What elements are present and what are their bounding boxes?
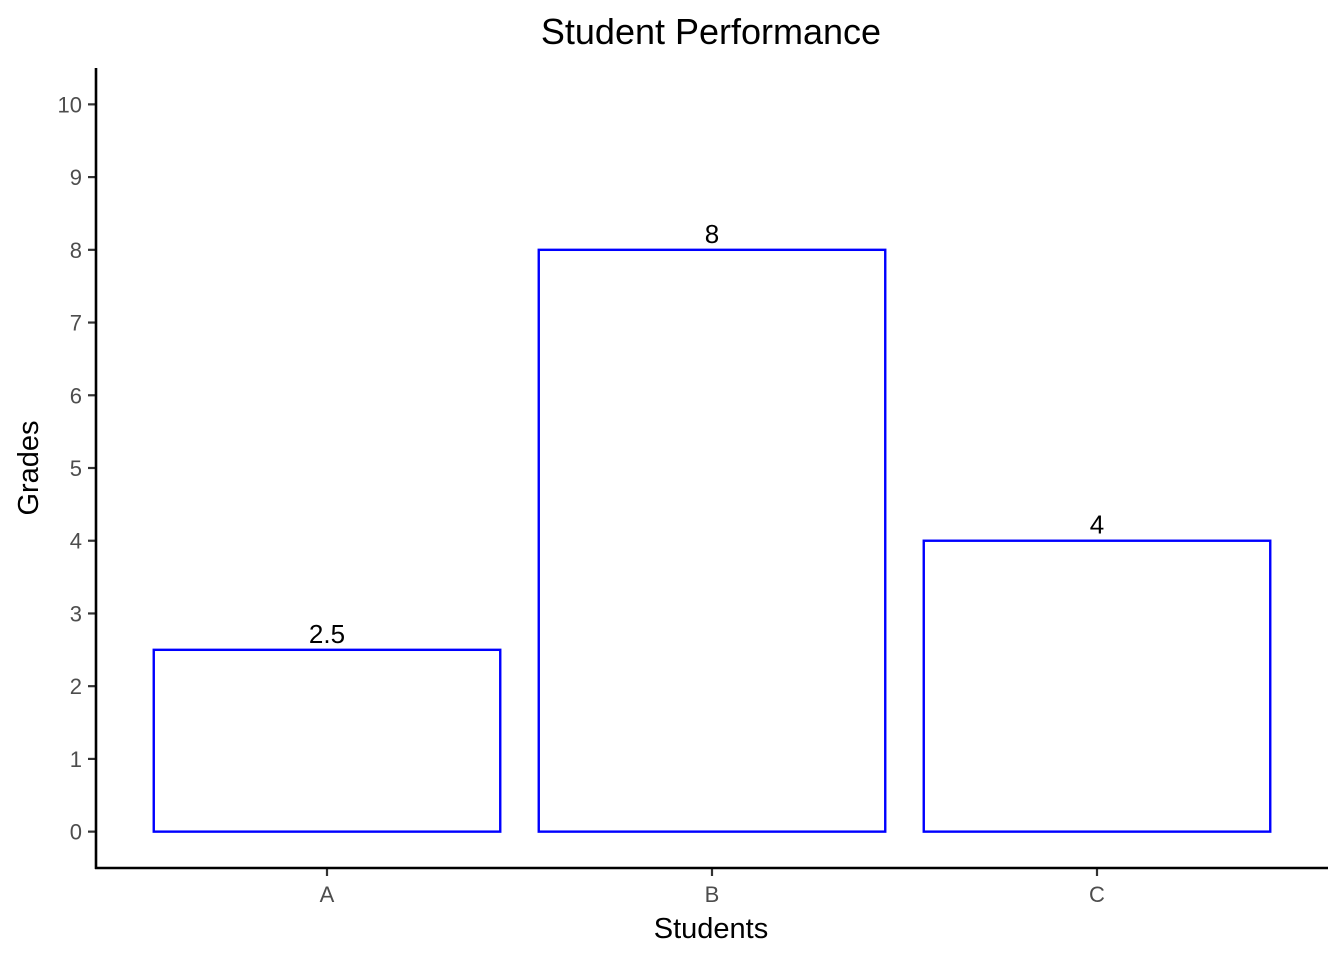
y-tick-label-9: 9 — [70, 165, 82, 190]
bar-b — [537, 248, 887, 833]
x-tick-label-a: A — [320, 882, 335, 907]
y-tick-label-5: 5 — [70, 456, 82, 481]
bar-a — [152, 648, 502, 833]
y-tick-label-3: 3 — [70, 601, 82, 626]
x-axis-ticks: A B C — [320, 868, 1105, 907]
y-tick-label-6: 6 — [70, 383, 82, 408]
data-label-b: 8 — [705, 219, 719, 249]
y-tick-label-0: 0 — [70, 820, 82, 845]
y-tick-label-1: 1 — [70, 747, 82, 772]
x-tick-label-b: B — [705, 882, 720, 907]
y-tick-label-10: 10 — [58, 92, 82, 117]
y-tick-label-4: 4 — [70, 529, 82, 554]
y-tick-label-8: 8 — [70, 238, 82, 263]
y-axis-ticks: 0 1 2 3 4 5 6 7 8 9 10 — [58, 92, 96, 845]
x-tick-label-c: C — [1089, 882, 1105, 907]
chart-title: Student Performance — [541, 11, 881, 52]
y-axis-title: Grades — [13, 420, 45, 515]
x-axis-title: Students — [654, 913, 768, 945]
y-tick-label-2: 2 — [70, 674, 82, 699]
bars — [152, 248, 1272, 833]
data-label-c: 4 — [1090, 510, 1104, 540]
y-tick-label-7: 7 — [70, 311, 82, 336]
data-label-a: 2.5 — [309, 619, 345, 649]
bar-c — [922, 539, 1272, 833]
data-labels: 2.5 8 4 — [309, 219, 1104, 649]
